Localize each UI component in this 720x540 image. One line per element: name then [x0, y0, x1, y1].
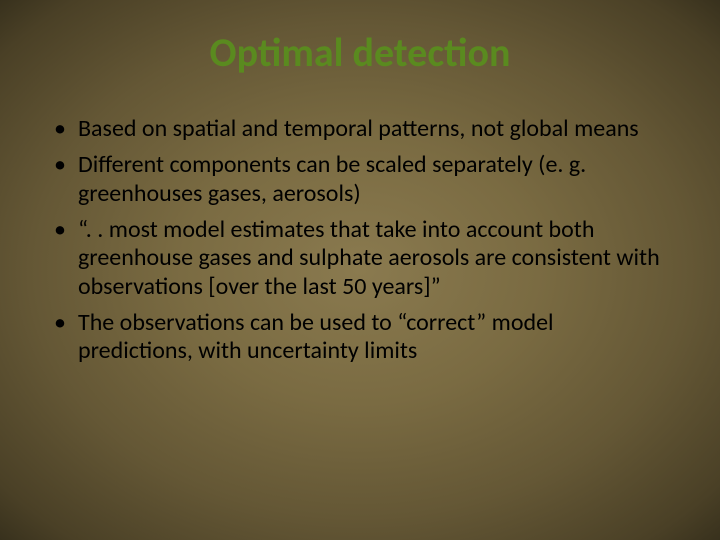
- bullet-list: Based on spatial and temporal patterns, …: [50, 115, 670, 366]
- bullet-item: Different components can be scaled separ…: [50, 151, 670, 208]
- bullet-item: Based on spatial and temporal patterns, …: [50, 115, 670, 143]
- bullet-item: The observations can be used to “correct…: [50, 309, 670, 366]
- bullet-item: “. . most model estimates that take into…: [50, 216, 670, 301]
- slide-title: Optimal detection: [0, 0, 720, 85]
- slide-body: Based on spatial and temporal patterns, …: [0, 85, 720, 366]
- presentation-slide: Optimal detection Based on spatial and t…: [0, 0, 720, 540]
